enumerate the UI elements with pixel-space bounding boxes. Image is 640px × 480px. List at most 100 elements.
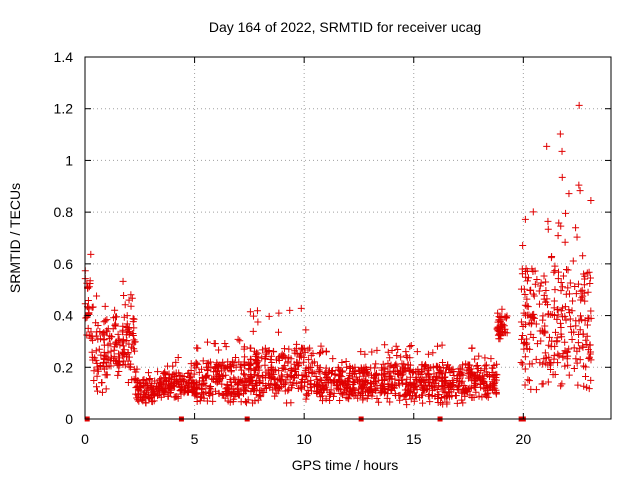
data-point <box>424 350 432 358</box>
data-point <box>558 173 566 181</box>
data-point <box>578 294 586 302</box>
data-point <box>292 366 300 374</box>
data-point <box>566 315 574 323</box>
data-point <box>543 142 551 150</box>
data-point <box>221 339 229 347</box>
data-point <box>568 335 576 343</box>
data-point <box>544 378 552 386</box>
data-point <box>312 372 320 380</box>
data-point <box>344 394 352 402</box>
data-point <box>501 329 509 337</box>
data-point <box>120 313 128 321</box>
data-point <box>564 266 572 274</box>
data-point <box>390 382 398 390</box>
data-point <box>94 335 102 343</box>
data-point <box>342 358 350 366</box>
data-point <box>132 368 140 376</box>
x-axis-title: GPS time / hours <box>292 457 399 473</box>
y-tick-label: 1.2 <box>54 101 74 117</box>
data-point <box>121 361 129 369</box>
data-point <box>330 389 338 397</box>
data-point <box>145 375 153 383</box>
data-point <box>255 362 263 370</box>
data-point <box>172 358 180 366</box>
data-point <box>576 326 584 334</box>
data-point <box>170 370 178 378</box>
data-point <box>351 363 359 371</box>
data-point <box>496 335 504 343</box>
data-point <box>356 380 364 388</box>
data-point <box>148 385 156 393</box>
data-point <box>247 374 255 382</box>
data-point <box>488 385 496 393</box>
data-point <box>404 361 412 369</box>
data-point <box>413 348 421 356</box>
chart-title: Day 164 of 2022, SRMTID for receiver uca… <box>209 19 481 35</box>
data-point <box>302 364 310 372</box>
data-point <box>240 343 248 351</box>
data-point <box>521 215 529 223</box>
data-point <box>406 343 414 351</box>
data-point <box>562 316 570 324</box>
data-point <box>235 390 243 398</box>
data-point <box>569 297 577 305</box>
data-point <box>102 385 110 393</box>
data-point <box>322 347 330 355</box>
data-point <box>475 352 483 360</box>
data-point <box>250 312 258 320</box>
data-point <box>205 390 213 398</box>
data-point <box>377 381 385 389</box>
data-point <box>544 310 552 318</box>
data-point <box>428 387 436 395</box>
data-point <box>556 130 564 138</box>
data-point <box>529 290 537 298</box>
data-point <box>517 285 525 293</box>
data-point <box>554 275 562 283</box>
data-point <box>487 355 495 363</box>
data-point <box>240 370 248 378</box>
data-point <box>386 398 394 406</box>
data-point <box>85 309 93 317</box>
data-point <box>570 344 578 352</box>
data-point <box>478 393 486 401</box>
data-point <box>335 365 343 373</box>
data-point <box>555 219 563 227</box>
data-point <box>528 319 536 327</box>
data-point <box>136 393 144 401</box>
data-point <box>377 388 385 396</box>
data-point <box>361 368 369 376</box>
data-point <box>252 366 260 374</box>
data-point <box>93 372 101 380</box>
data-point <box>255 372 263 380</box>
data-point <box>494 309 502 317</box>
data-point <box>551 262 559 270</box>
data-point <box>119 328 127 336</box>
data-point <box>111 306 119 314</box>
data-point <box>250 371 258 379</box>
data-point <box>428 382 436 390</box>
data-point <box>251 385 259 393</box>
data-point <box>540 272 548 280</box>
data-point <box>523 302 531 310</box>
data-point <box>583 269 591 277</box>
data-point <box>308 369 316 377</box>
data-point <box>249 327 257 335</box>
data-point <box>296 353 304 361</box>
data-point <box>393 352 401 360</box>
data-point <box>113 357 121 365</box>
data-point <box>84 297 92 305</box>
data-point <box>94 387 102 395</box>
data-point <box>530 292 538 300</box>
data-point <box>545 341 553 349</box>
data-point <box>548 253 556 261</box>
data-point <box>287 367 295 375</box>
data-point <box>556 319 564 327</box>
data-point <box>305 356 313 364</box>
data-point <box>132 376 140 384</box>
data-point <box>582 336 590 344</box>
data-point <box>130 336 138 344</box>
data-point <box>467 368 475 376</box>
data-point <box>338 358 346 366</box>
data-point <box>439 400 447 408</box>
y-tick-label: 0.8 <box>54 204 74 220</box>
